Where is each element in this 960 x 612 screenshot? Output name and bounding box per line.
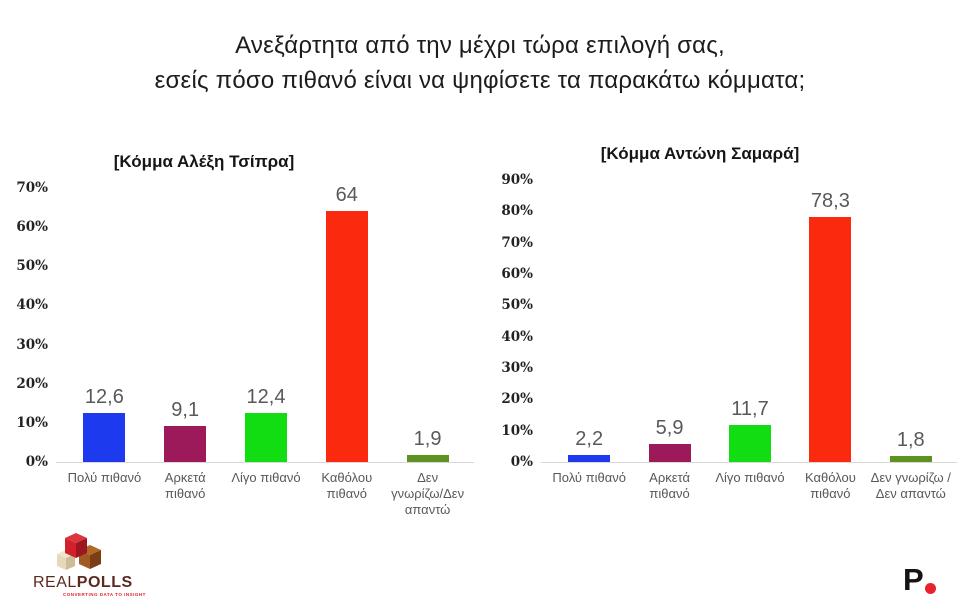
bar-value-label: 12,6 bbox=[84, 385, 124, 408]
bar bbox=[245, 413, 287, 462]
protagon-letter: P bbox=[903, 562, 924, 597]
y-axis-tick: 60% bbox=[501, 266, 533, 282]
y-axis-tick: 0% bbox=[510, 454, 533, 470]
x-category-label: Δεν γνωρίζω/Δεν απαντώ bbox=[391, 470, 465, 517]
x-category-label: Λίγο πιθανό bbox=[231, 470, 301, 485]
realpolls-tagline: CONVERTING DATA TO INSIGHT bbox=[63, 592, 146, 597]
bar-value-label: 64 bbox=[335, 184, 358, 207]
bar bbox=[729, 425, 771, 462]
bar bbox=[568, 455, 611, 462]
realpolls-wordmark: REALPOLLS bbox=[33, 575, 153, 591]
y-axis-tick: 60% bbox=[16, 219, 48, 236]
realpolls-wordmark-real: REAL bbox=[33, 574, 77, 591]
y-axis-tick: 50% bbox=[501, 297, 533, 314]
y-axis-tick: 40% bbox=[501, 328, 533, 345]
x-category-label: Καθόλου πιθανό bbox=[321, 470, 373, 501]
x-category-label: Καθόλου πιθανό bbox=[804, 470, 856, 501]
y-axis-tick: 20% bbox=[501, 391, 533, 408]
bar bbox=[164, 426, 207, 462]
bar-value-label: 5,9 bbox=[655, 416, 684, 439]
y-axis-tick: 80% bbox=[501, 203, 533, 220]
y-axis-tick: 0% bbox=[25, 454, 48, 470]
bar-value-label: 1,9 bbox=[413, 427, 442, 450]
y-axis-tick: 70% bbox=[16, 180, 48, 196]
y-axis-tick: 10% bbox=[16, 414, 48, 431]
bar-value-label: 9,1 bbox=[171, 399, 200, 422]
x-category-label: Πολύ πιθανό bbox=[67, 470, 142, 485]
page-title: Ανεξάρτητα από την μέχρι τώρα επιλογή σα… bbox=[154, 32, 806, 94]
chart-title-samaras: [Κόμμα Αντώνη Σαμαρά] bbox=[600, 144, 800, 163]
bar bbox=[809, 216, 852, 462]
x-axis-line bbox=[541, 462, 957, 463]
bar bbox=[325, 211, 368, 462]
y-axis-tick: 50% bbox=[16, 258, 48, 275]
bar bbox=[648, 443, 691, 462]
x-axis-line bbox=[56, 462, 474, 463]
bar-value-label: 12,4 bbox=[246, 386, 286, 409]
y-axis-tick: 40% bbox=[16, 297, 48, 314]
y-axis-tick: 90% bbox=[501, 172, 533, 188]
chart-title-tsipras: [Κόμμα Αλέξη Τσίπρα] bbox=[113, 152, 295, 171]
y-axis-tick: 30% bbox=[16, 336, 48, 353]
x-category-label: Πολύ πιθανό bbox=[552, 470, 626, 485]
bar-value-label: 2,2 bbox=[575, 428, 604, 451]
realpolls-wordmark-polls: POLLS bbox=[76, 574, 133, 591]
protagon-red-dot-icon bbox=[924, 583, 936, 594]
x-category-label: Αρκετά πιθανό bbox=[164, 470, 206, 501]
bar-value-label: 11,7 bbox=[731, 398, 769, 421]
bar bbox=[83, 412, 126, 462]
y-axis-tick: 70% bbox=[501, 234, 533, 251]
protagon-logo: P bbox=[903, 562, 936, 597]
realpolls-cubes-icon bbox=[57, 533, 101, 570]
realpolls-logo: REALPOLLS CONVERTING DATA TO INSIGHT bbox=[33, 531, 153, 597]
x-category-label: Αρκετά πιθανό bbox=[649, 470, 690, 501]
y-axis-tick: 10% bbox=[501, 422, 533, 439]
y-axis-tick: 30% bbox=[501, 360, 533, 376]
bar bbox=[889, 456, 932, 462]
bar-value-label: 1,8 bbox=[896, 429, 925, 452]
bar bbox=[406, 454, 449, 462]
x-category-label: Λίγο πιθανό bbox=[715, 470, 785, 485]
bar-value-label: 78,3 bbox=[810, 189, 850, 212]
y-axis-tick: 20% bbox=[16, 375, 48, 392]
x-category-label: Δεν γνωρίζω / Δεν απαντώ bbox=[870, 470, 951, 501]
